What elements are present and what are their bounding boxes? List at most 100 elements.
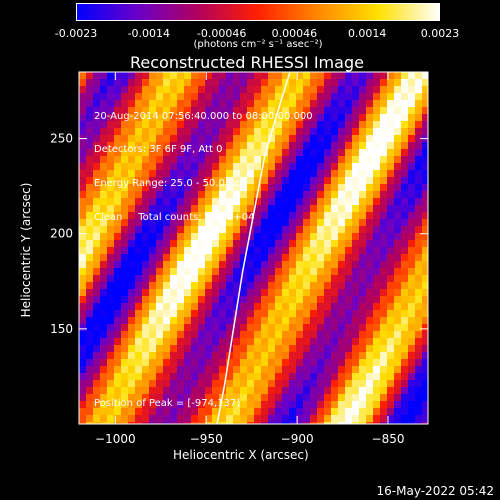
- heatmap-cell: [240, 86, 248, 94]
- heatmap-cell: [128, 415, 136, 423]
- heatmap-cell: [226, 359, 234, 367]
- heatmap-cell: [345, 422, 353, 424]
- heatmap-cell: [93, 338, 101, 346]
- heatmap-cell: [247, 254, 255, 262]
- heatmap-cell: [331, 275, 339, 283]
- heatmap-cell: [345, 282, 353, 290]
- heatmap-cell: [317, 128, 325, 136]
- heatmap-cell: [114, 289, 122, 297]
- heatmap-cell: [254, 303, 262, 311]
- heatmap-cell: [114, 177, 122, 185]
- y-axis-label: Heliocentric Y (arcsec): [19, 182, 33, 318]
- heatmap-cell: [163, 254, 171, 262]
- heatmap-cell: [191, 352, 199, 360]
- heatmap-cell: [79, 219, 87, 227]
- heatmap-cell: [142, 303, 150, 311]
- heatmap-cell: [415, 212, 423, 220]
- heatmap-cell: [401, 163, 409, 171]
- heatmap-cell: [170, 86, 178, 94]
- heatmap-cell: [310, 352, 318, 360]
- x-tick-label: −900: [281, 432, 314, 446]
- heatmap-cell: [387, 303, 395, 311]
- heatmap-cell: [177, 86, 185, 94]
- heatmap-cell: [303, 86, 311, 94]
- heatmap-cell: [156, 415, 164, 423]
- heatmap-cell: [93, 107, 101, 115]
- heatmap-cell: [296, 373, 304, 381]
- heatmap-cell: [387, 296, 395, 304]
- heatmap-cell: [247, 352, 255, 360]
- heatmap-cell: [422, 401, 428, 409]
- heatmap-cell: [394, 121, 402, 129]
- heatmap-cell: [359, 170, 367, 178]
- heatmap-cell: [128, 79, 136, 87]
- heatmap-cell: [324, 149, 332, 157]
- heatmap-cell: [275, 282, 283, 290]
- heatmap-cell: [212, 345, 220, 353]
- heatmap-cell: [366, 198, 374, 206]
- heatmap-cell: [184, 93, 192, 101]
- heatmap-cell: [121, 170, 129, 178]
- heatmap-cell: [177, 219, 185, 227]
- heatmap-cell: [352, 366, 360, 374]
- heatmap-cell: [240, 163, 248, 171]
- heatmap-cell: [380, 72, 388, 80]
- heatmap-cell: [366, 191, 374, 199]
- heatmap-cell: [149, 338, 157, 346]
- heatmap-cell: [79, 303, 87, 311]
- heatmap-cell: [184, 212, 192, 220]
- heatmap-cell: [79, 296, 87, 304]
- heatmap-cell: [415, 100, 423, 108]
- heatmap-cell: [233, 275, 241, 283]
- heatmap-cell: [380, 184, 388, 192]
- heatmap-cell: [296, 198, 304, 206]
- heatmap-cell: [345, 163, 353, 171]
- heatmap-cell: [296, 121, 304, 129]
- heatmap-cell: [310, 289, 318, 297]
- heatmap-cell: [324, 135, 332, 143]
- heatmap-cell: [135, 282, 143, 290]
- heatmap-cell: [387, 247, 395, 255]
- heatmap-cell: [135, 233, 143, 241]
- heatmap-cell: [247, 422, 255, 424]
- heatmap-cell: [401, 184, 409, 192]
- heatmap-cell: [142, 198, 150, 206]
- heatmap-cell: [212, 79, 220, 87]
- heatmap-cell: [317, 107, 325, 115]
- heatmap-cell: [415, 380, 423, 388]
- heatmap-cell: [352, 86, 360, 94]
- heatmap-cell: [198, 135, 206, 143]
- heatmap-cell: [268, 422, 276, 424]
- heatmap-cell: [331, 93, 339, 101]
- heatmap-cell: [324, 86, 332, 94]
- heatmap-cell: [121, 72, 129, 80]
- heatmap-cell: [415, 142, 423, 150]
- heatmap-cell: [359, 422, 367, 424]
- heatmap-cell: [184, 373, 192, 381]
- heatmap-cell: [156, 387, 164, 395]
- heatmap-cell: [163, 394, 171, 402]
- heatmap-cell: [198, 366, 206, 374]
- heatmap-cell: [317, 114, 325, 122]
- heatmap-cell: [331, 352, 339, 360]
- heatmap-cell: [142, 184, 150, 192]
- heatmap-cell: [373, 324, 381, 332]
- heatmap-cell: [296, 359, 304, 367]
- heatmap-cell: [317, 422, 325, 424]
- heatmap-cell: [338, 86, 346, 94]
- heatmap-cell: [198, 303, 206, 311]
- heatmap-cell: [212, 352, 220, 360]
- heatmap-cell: [191, 142, 199, 150]
- heatmap-cell: [303, 254, 311, 262]
- heatmap-cell: [121, 163, 129, 171]
- heatmap-cell: [86, 401, 94, 409]
- heatmap-cell: [415, 359, 423, 367]
- heatmap-cell: [205, 219, 213, 227]
- heatmap-cell: [303, 380, 311, 388]
- heatmap-cell: [198, 184, 206, 192]
- heatmap-cell: [177, 289, 185, 297]
- heatmap-cell: [184, 219, 192, 227]
- heatmap-cell: [121, 310, 129, 318]
- heatmap-cell: [331, 170, 339, 178]
- colorbar-tick-label: 0.00046: [271, 27, 318, 40]
